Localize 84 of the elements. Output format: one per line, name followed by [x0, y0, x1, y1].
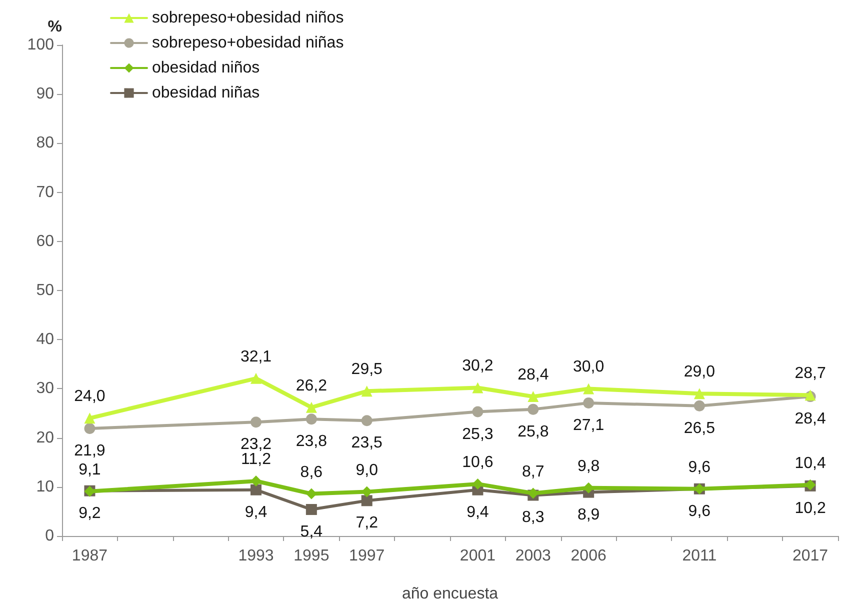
data-label: 24,0 — [74, 388, 106, 406]
x-tick-label: 2017 — [792, 548, 828, 564]
legend-label: sobrepeso+obesidad niños — [152, 10, 344, 26]
y-tick-label: 60 — [36, 232, 54, 250]
data-label: 30,0 — [573, 358, 604, 376]
x-tick-label: 2011 — [682, 548, 717, 564]
y-tick-label: 100 — [27, 36, 54, 54]
point — [472, 406, 484, 418]
y-tick-label: 30 — [36, 380, 54, 398]
point — [528, 391, 539, 402]
point — [306, 504, 317, 515]
data-label: 8,9 — [577, 506, 600, 524]
point — [250, 484, 262, 496]
y-tick-label: 0 — [45, 528, 54, 544]
y-tick-label: 40 — [36, 331, 54, 348]
point — [694, 400, 705, 412]
data-label: 26,5 — [684, 420, 716, 437]
y-tick-label: 50 — [36, 282, 54, 299]
y-tick-label: 10 — [36, 478, 54, 496]
data-label: 7,2 — [356, 514, 378, 532]
data-label: 9,2 — [78, 504, 101, 522]
data-label: 28,7 — [794, 365, 826, 382]
data-label: 9,0 — [356, 462, 378, 479]
x-tick-label: 1987 — [72, 548, 108, 564]
data-label: 28,4 — [518, 366, 549, 384]
data-label: 8,3 — [522, 509, 544, 526]
data-label: 9,8 — [577, 458, 600, 475]
x-tick-label: 1995 — [294, 548, 330, 564]
data-label: 29,0 — [684, 364, 716, 381]
point — [472, 382, 484, 394]
y-tick-label: 90 — [36, 86, 54, 103]
x-tick-label: 2006 — [570, 548, 606, 564]
legend-label: obesidad niños — [152, 60, 260, 76]
y-tick-label: 80 — [36, 134, 54, 152]
point — [694, 388, 705, 400]
data-label: 11,2 — [241, 451, 272, 468]
point — [250, 372, 262, 384]
data-label: 9,1 — [78, 461, 101, 478]
x-axis-title: año encuesta — [402, 586, 498, 602]
data-label: 25,3 — [462, 426, 494, 443]
data-label: 10,4 — [794, 454, 826, 472]
point — [250, 416, 262, 428]
point — [250, 476, 262, 487]
data-label: 23,2 — [240, 436, 272, 454]
data-label: 21,9 — [74, 442, 106, 460]
data-label: 26,2 — [296, 377, 328, 394]
point — [306, 414, 317, 425]
data-label: 30,2 — [462, 358, 494, 375]
y-axis-title: % — [48, 18, 62, 36]
x-tick-label: 1997 — [349, 548, 385, 564]
data-label: 8,6 — [300, 464, 323, 481]
point — [361, 386, 372, 397]
data-label: 10,2 — [794, 500, 826, 517]
data-label: 29,5 — [351, 361, 383, 378]
point — [583, 397, 594, 408]
y-tick-label: 20 — [36, 429, 54, 446]
x-tick-label: 2001 — [460, 548, 496, 564]
point — [528, 404, 539, 415]
data-label: 28,4 — [794, 410, 826, 428]
point — [306, 488, 317, 500]
legend-label: obesidad niñas — [152, 84, 260, 102]
point — [361, 495, 372, 506]
y-tick-label: 70 — [36, 184, 54, 201]
data-label: 32,1 — [240, 348, 272, 366]
x-tick-label: 2003 — [515, 548, 552, 564]
point — [306, 402, 317, 413]
data-label: 10,6 — [462, 454, 494, 471]
point — [583, 383, 594, 394]
data-label: 9,4 — [244, 504, 268, 521]
point — [472, 478, 484, 490]
data-label: 8,7 — [522, 463, 544, 480]
point — [361, 415, 372, 426]
data-label: 9,6 — [688, 502, 711, 520]
point — [84, 412, 96, 424]
legend-label: sobrepeso+obesidad niñas — [152, 34, 344, 52]
data-label: 27,1 — [573, 416, 604, 434]
x-tick-label: 1993 — [238, 548, 274, 564]
data-label: 9,4 — [466, 504, 489, 521]
data-label: 23,8 — [296, 433, 328, 450]
data-label: 23,5 — [351, 434, 383, 452]
point — [84, 422, 96, 434]
data-label: 9,6 — [688, 458, 711, 476]
data-label: 25,8 — [518, 423, 549, 440]
data-label: 5,4 — [300, 523, 323, 540]
